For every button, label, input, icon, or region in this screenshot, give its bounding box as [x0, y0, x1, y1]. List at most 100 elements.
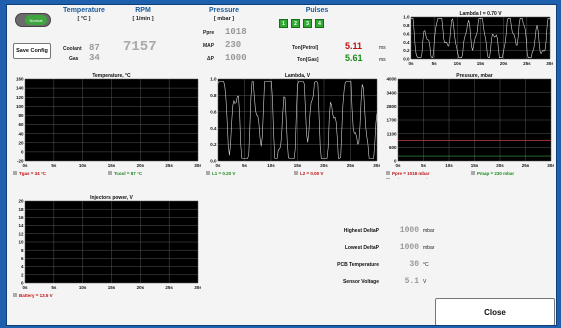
- chart-title: Lambda I = 0.70 V: [459, 11, 502, 17]
- stat-unit: mbar: [423, 227, 435, 234]
- lambda-small-chart: Lambda I = 0.70 V 1.0 0.8 0.6 0.4 0.2 0.0 0s 5s 1…: [397, 9, 553, 67]
- x-tick-label: 30s: [194, 163, 201, 168]
- pressure-svg: Pressure, mbar 4000 3400 2800 1700 1100 600 00s…: [386, 73, 554, 179]
- gas-label: Gas: [69, 56, 79, 62]
- x-tick-label: 30s: [194, 285, 201, 290]
- temperature-chart: Temperature, °C 160 140 120 100 80 60 40 20 0 -20 0…: [11, 71, 201, 179]
- y-tick-label: 12: [18, 231, 24, 236]
- x-tick-label: 25s: [165, 163, 173, 168]
- pulse-button-3[interactable]: 3: [303, 19, 312, 28]
- mode-toggle-label: Normal: [29, 17, 43, 23]
- ton-petrol-unit: ms: [379, 45, 386, 51]
- close-button[interactable]: Close: [435, 298, 555, 325]
- ton-petrol-label: Ton[Petrol]: [292, 45, 319, 51]
- pulse-button-4[interactable]: 4: [315, 19, 324, 28]
- temperature-unit: [ °C ]: [77, 16, 91, 22]
- stat-value: 1000: [399, 226, 419, 235]
- temperature-header: Temperature [ °C ]: [59, 7, 109, 23]
- y-tick-label: 80: [18, 113, 24, 118]
- y-tick-label: 0: [394, 159, 397, 164]
- x-tick-label: 10s: [79, 163, 87, 168]
- pulse-button-2[interactable]: 2: [291, 19, 300, 28]
- signal-trace: [217, 81, 378, 159]
- rpm-title: RPM: [135, 7, 151, 14]
- map-label: MAP: [203, 43, 215, 49]
- pulse-button-1[interactable]: 1: [279, 19, 288, 28]
- y-tick-label: 0.4: [210, 126, 217, 131]
- y-tick-label: 10: [18, 240, 24, 245]
- x-tick-label: 15s: [471, 163, 479, 168]
- signal-trace: [411, 18, 550, 58]
- stat-label: Lowest DeltaP: [344, 244, 379, 251]
- mode-toggle[interactable]: Normal: [15, 13, 51, 27]
- legend-swatch: [108, 171, 112, 175]
- y-tick-label: 120: [16, 95, 24, 100]
- y-tick-label: 20: [18, 199, 24, 204]
- y-tick-label: 0.6: [403, 31, 410, 36]
- x-tick-label: 30s: [546, 61, 553, 66]
- legend-swatch: [206, 171, 210, 175]
- injectors-chart: Injectors power, V 20 18 16 14 12 10 8 6 4 2 0 0s 5s 1…: [11, 193, 201, 301]
- y-tick-label: 0.0: [403, 57, 410, 62]
- y-tick-label: 0.8: [210, 93, 217, 98]
- chart-title: Temperature, °C: [92, 73, 131, 79]
- pressure-header: Pressure [ mbar ]: [201, 7, 247, 23]
- legend-entry: L1 = 0.20 V: [212, 171, 235, 176]
- legend-entry: Pmap = 230 mbar: [477, 171, 514, 176]
- legend-entry: DeltaP = 1000 mbar: [392, 178, 434, 179]
- y-tick-label: 100: [16, 104, 24, 109]
- pulse-buttons: 1 2 3 4: [279, 19, 324, 28]
- legend-swatch: [13, 171, 17, 175]
- x-tick-label: 20s: [496, 163, 504, 168]
- lambda-chart: Lambda, V 1.0 0.8 0.6 0.4 0.2 0.0 0s 5s 10s 15s 20s…: [204, 71, 380, 179]
- y-tick-label: 0.4: [403, 40, 410, 45]
- x-tick-label: 15s: [294, 163, 302, 168]
- y-tick-label: 0.0: [210, 159, 217, 164]
- ton-gas-value: 5.61: [345, 53, 363, 63]
- y-tick-label: 0: [21, 281, 24, 286]
- stat-value: 5.1: [404, 277, 419, 286]
- stat-unit: mbar: [423, 244, 435, 251]
- stat-row: Sensor Voltage 5.1 V: [305, 273, 475, 290]
- x-tick-label: 20s: [320, 163, 328, 168]
- y-tick-label: 0: [21, 149, 24, 154]
- y-tick-label: 0.2: [403, 48, 410, 53]
- lambda-svg: Lambda, V 1.0 0.8 0.6 0.4 0.2 0.00s 5s 10s 15s 20s…: [206, 73, 380, 176]
- legend-entry: Tcool = 87 °C: [114, 171, 143, 176]
- stat-unit: V: [423, 278, 427, 285]
- x-tick-label: 25s: [522, 163, 530, 168]
- x-tick-label: 20s: [500, 61, 508, 66]
- x-tick-label: 25s: [347, 163, 355, 168]
- legend-swatch: [294, 171, 298, 175]
- save-config-button[interactable]: Save Config: [13, 43, 51, 59]
- x-tick-label: 20s: [137, 285, 145, 290]
- x-tick-label: 30s: [547, 163, 554, 168]
- legend-swatch: [471, 171, 475, 175]
- stat-unit: °C: [423, 261, 429, 268]
- mode-toggle-knob: Normal: [25, 15, 47, 25]
- ppre-label: Ppre: [203, 30, 215, 36]
- y-tick-label: 60: [18, 122, 24, 127]
- x-tick-label: 15s: [108, 285, 116, 290]
- y-tick-label: 0.8: [403, 23, 410, 28]
- legend-entry: Tgas = 34 °C: [19, 171, 47, 176]
- ton-gas-unit: ms: [379, 57, 386, 63]
- y-tick-label: 3400: [386, 90, 397, 95]
- y-tick-label: 2800: [386, 104, 397, 109]
- legend-entry: Ppre = 1018 mbar: [392, 171, 430, 176]
- pressure-unit: [ mbar ]: [213, 16, 235, 22]
- gas-value: 34: [89, 53, 100, 63]
- x-tick-label: 0s: [395, 163, 401, 168]
- coolant-label: Coolant: [63, 46, 82, 52]
- stat-row: Highest DeltaP 1000 mbar: [305, 222, 475, 239]
- x-tick-label: 5s: [432, 61, 438, 66]
- y-tick-label: 18: [18, 207, 24, 212]
- x-tick-label: 5s: [421, 163, 427, 168]
- x-tick-label: 15s: [108, 163, 116, 168]
- x-tick-label: 30s: [373, 163, 380, 168]
- stat-row: PCB Temperature 30 °C: [305, 256, 475, 273]
- x-tick-label: 10s: [445, 163, 453, 168]
- y-tick-label: 600: [389, 145, 397, 150]
- pressure-chart: Pressure, mbar 4000 3400 2800 1700 1100 600 0 0s…: [384, 71, 554, 179]
- stat-label: Sensor Voltage: [342, 278, 379, 285]
